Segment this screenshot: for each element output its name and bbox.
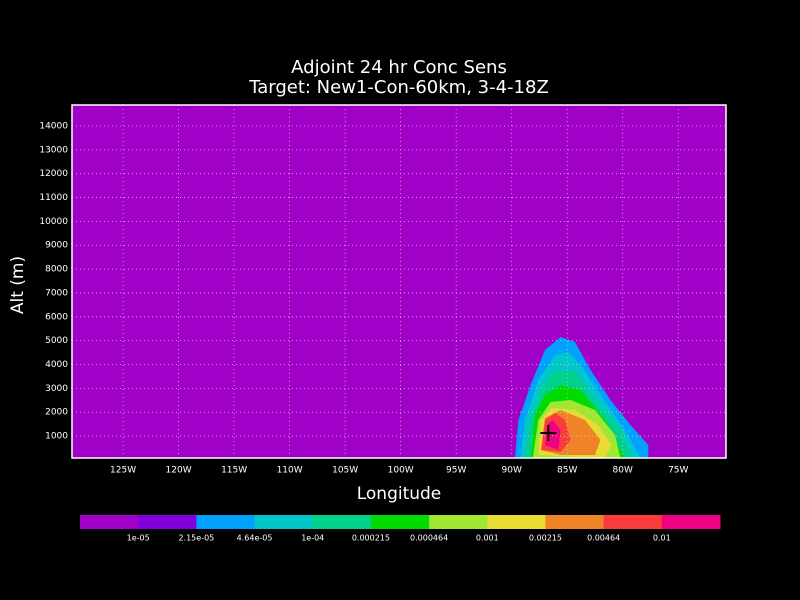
y-tick-label: 1000 [45, 432, 68, 442]
y-tick-label: 9000 [45, 241, 68, 251]
colorbar-label: 0.000215 [352, 534, 390, 543]
chart-subtitle: Target: New1-Con-60km, 3-4-18Z [248, 77, 549, 98]
x-axis-label: Longitude [357, 484, 442, 504]
colorbar-swatch [487, 515, 546, 529]
y-tick-label: 14000 [39, 121, 68, 131]
x-tick-label: 90W [502, 466, 522, 476]
y-tick-label: 13000 [39, 145, 68, 155]
x-tick-label: 105W [332, 466, 358, 476]
colorbar-swatch [196, 515, 256, 529]
colorbar-label: 0.00215 [529, 534, 562, 543]
x-tick-label: 110W [277, 466, 303, 476]
plot-background [72, 105, 726, 458]
x-tick-label: 75W [668, 466, 688, 476]
x-tick-label: 120W [166, 466, 192, 476]
colorbar-swatch [661, 515, 721, 529]
chart-title: Adjoint 24 hr Conc Sens [291, 57, 507, 78]
target-marker [540, 425, 557, 442]
y-tick-label: 6000 [45, 312, 68, 322]
x-tick-label: 95W [446, 466, 466, 476]
colorbar-label: 1e-04 [301, 534, 324, 543]
colorbar-label: 0.00464 [587, 534, 620, 543]
y-tick-label: 2000 [45, 408, 68, 418]
colorbar-label: 1e-05 [127, 534, 150, 543]
colorbar-swatch [138, 515, 197, 529]
colorbar-swatch [603, 515, 663, 529]
y-tick-label: 12000 [39, 169, 68, 179]
colorbar-label: 0.000464 [410, 534, 448, 543]
plot-frame [71, 104, 727, 459]
y-tick-label: 7000 [45, 288, 68, 298]
colorbar-swatch [254, 515, 314, 529]
colorbar-swatch [545, 515, 605, 529]
colorbar-swatch [312, 515, 372, 529]
x-tick-label: 80W [613, 466, 633, 476]
y-tick-label: 11000 [39, 193, 68, 203]
y-tick-label: 8000 [45, 265, 68, 275]
y-tick-label: 4000 [45, 360, 68, 370]
colorbar-label: 4.64e-05 [237, 534, 273, 543]
colorbar-label: 0.001 [476, 534, 499, 543]
colorbar-label: 2.15e-05 [178, 534, 214, 543]
x-tick-label: 125W [110, 466, 136, 476]
y-tick-label: 10000 [39, 217, 68, 227]
colorbar-swatch [429, 515, 488, 529]
colorbar-swatch [370, 515, 430, 529]
colorbar-label: 0.01 [653, 534, 671, 543]
y-axis-label: Alt (m) [8, 256, 28, 314]
y-tick-label: 3000 [45, 384, 68, 394]
x-tick-label: 100W [388, 466, 414, 476]
colorbar-swatch [80, 515, 139, 529]
y-tick-label: 5000 [45, 336, 68, 346]
x-tick-label: 85W [557, 466, 577, 476]
x-tick-label: 115W [221, 466, 247, 476]
